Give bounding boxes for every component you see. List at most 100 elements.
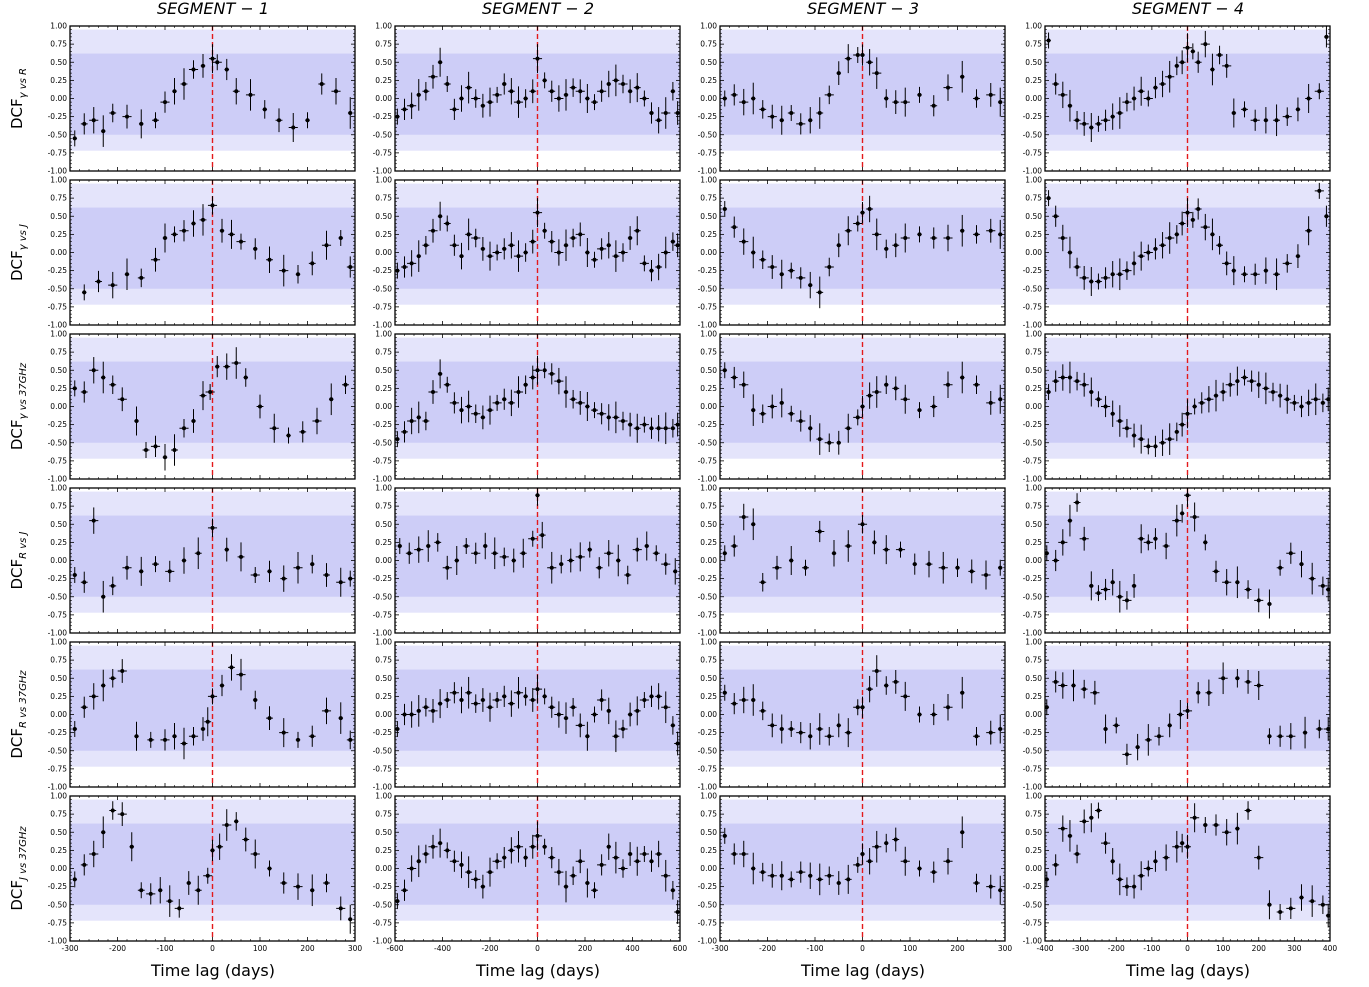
- data-point: [492, 692, 502, 708]
- data-point: [308, 725, 316, 747]
- data-point: [649, 417, 654, 439]
- y-tick-label: -0.50: [698, 900, 718, 909]
- data-point: [670, 880, 676, 900]
- y-tick-label: 0.25: [50, 76, 67, 85]
- data-point: [730, 84, 738, 106]
- data-marker: [556, 379, 561, 384]
- data-point: [844, 44, 852, 74]
- y-tick-label: -0.50: [373, 130, 393, 139]
- y-tick-label: 1.00: [375, 22, 392, 31]
- data-point: [416, 695, 422, 727]
- data-marker: [281, 881, 286, 885]
- data-marker: [663, 111, 668, 115]
- y-tick-label: -0.25: [698, 112, 718, 121]
- data-marker: [675, 243, 680, 248]
- data-marker: [224, 823, 229, 827]
- y-tick-label: -0.50: [48, 438, 68, 447]
- data-marker: [946, 382, 950, 387]
- data-point: [181, 547, 187, 574]
- data-point: [807, 723, 813, 750]
- data-marker: [578, 554, 583, 559]
- data-marker: [722, 551, 727, 556]
- data-point: [147, 731, 155, 748]
- data-marker: [466, 870, 471, 875]
- data-marker: [163, 236, 167, 240]
- data-marker: [903, 236, 908, 240]
- data-marker: [549, 89, 554, 94]
- data-marker: [625, 573, 630, 577]
- data-marker: [91, 368, 96, 373]
- y-tick-label: -1.00: [373, 937, 393, 946]
- data-marker: [592, 257, 597, 262]
- y-tick-label: 0.75: [375, 348, 392, 357]
- row-label-5: DCFR vs 37GHz: [8, 670, 29, 759]
- data-point: [655, 415, 663, 442]
- data-marker: [488, 100, 492, 105]
- data-marker: [974, 232, 979, 237]
- data-point: [336, 896, 346, 921]
- data-point: [672, 558, 678, 585]
- data-marker: [300, 429, 305, 434]
- data-point: [917, 860, 922, 877]
- data-marker: [435, 540, 440, 545]
- data-point: [395, 721, 400, 737]
- data-point: [228, 219, 235, 249]
- data-point: [72, 130, 78, 147]
- row-label-sub: γ vs J: [18, 224, 29, 250]
- data-marker: [148, 891, 153, 896]
- data-point: [836, 713, 842, 738]
- data-marker: [445, 565, 450, 570]
- data-marker: [808, 873, 813, 878]
- data-point: [750, 236, 756, 269]
- data-marker: [988, 92, 993, 97]
- y-tick-label: -0.25: [48, 112, 68, 121]
- data-point: [165, 560, 175, 582]
- data-point: [338, 702, 344, 734]
- data-marker: [613, 415, 618, 420]
- data-marker: [431, 390, 435, 394]
- data-marker: [120, 812, 125, 817]
- data-marker: [110, 111, 115, 115]
- data-marker: [210, 848, 215, 853]
- data-marker: [397, 544, 402, 548]
- y-tick-label: 0.75: [375, 502, 392, 511]
- data-marker: [931, 404, 936, 409]
- data-marker: [884, 547, 889, 552]
- data-point: [152, 112, 159, 129]
- data-point: [471, 542, 481, 564]
- data-marker: [488, 254, 492, 259]
- data-point: [199, 381, 207, 411]
- data-marker: [789, 268, 794, 273]
- data-point: [575, 713, 585, 738]
- data-marker: [466, 690, 471, 695]
- y-tick-label: 0.50: [375, 674, 392, 683]
- data-point: [275, 108, 283, 133]
- data-point: [917, 402, 922, 419]
- data-point: [767, 255, 777, 279]
- data-marker: [172, 734, 177, 739]
- data-point: [824, 726, 834, 746]
- data-point: [480, 93, 486, 118]
- data-point: [872, 530, 877, 555]
- data-marker: [960, 228, 965, 233]
- data-point: [548, 363, 556, 385]
- data-marker: [663, 426, 668, 431]
- data-point: [807, 271, 813, 299]
- x-axis-label-4: Time lag (days): [1125, 961, 1250, 980]
- data-marker: [267, 716, 272, 721]
- data-point: [548, 847, 556, 869]
- data-point: [542, 688, 547, 705]
- data-point: [759, 404, 767, 424]
- data-point: [160, 91, 170, 113]
- data-point: [585, 84, 590, 113]
- data-marker: [281, 576, 286, 581]
- data-point: [900, 223, 910, 253]
- data-point: [655, 107, 663, 134]
- data-marker: [817, 529, 822, 534]
- panel-r5-c2: -1.00 -0.75 -0.50 -0.25 0.00 0.25 0.50 0.75 1.00: [373, 638, 681, 792]
- data-point: [661, 691, 671, 724]
- data-point: [730, 693, 738, 715]
- data-marker: [438, 60, 443, 65]
- data-point: [836, 61, 842, 86]
- data-marker: [91, 518, 96, 523]
